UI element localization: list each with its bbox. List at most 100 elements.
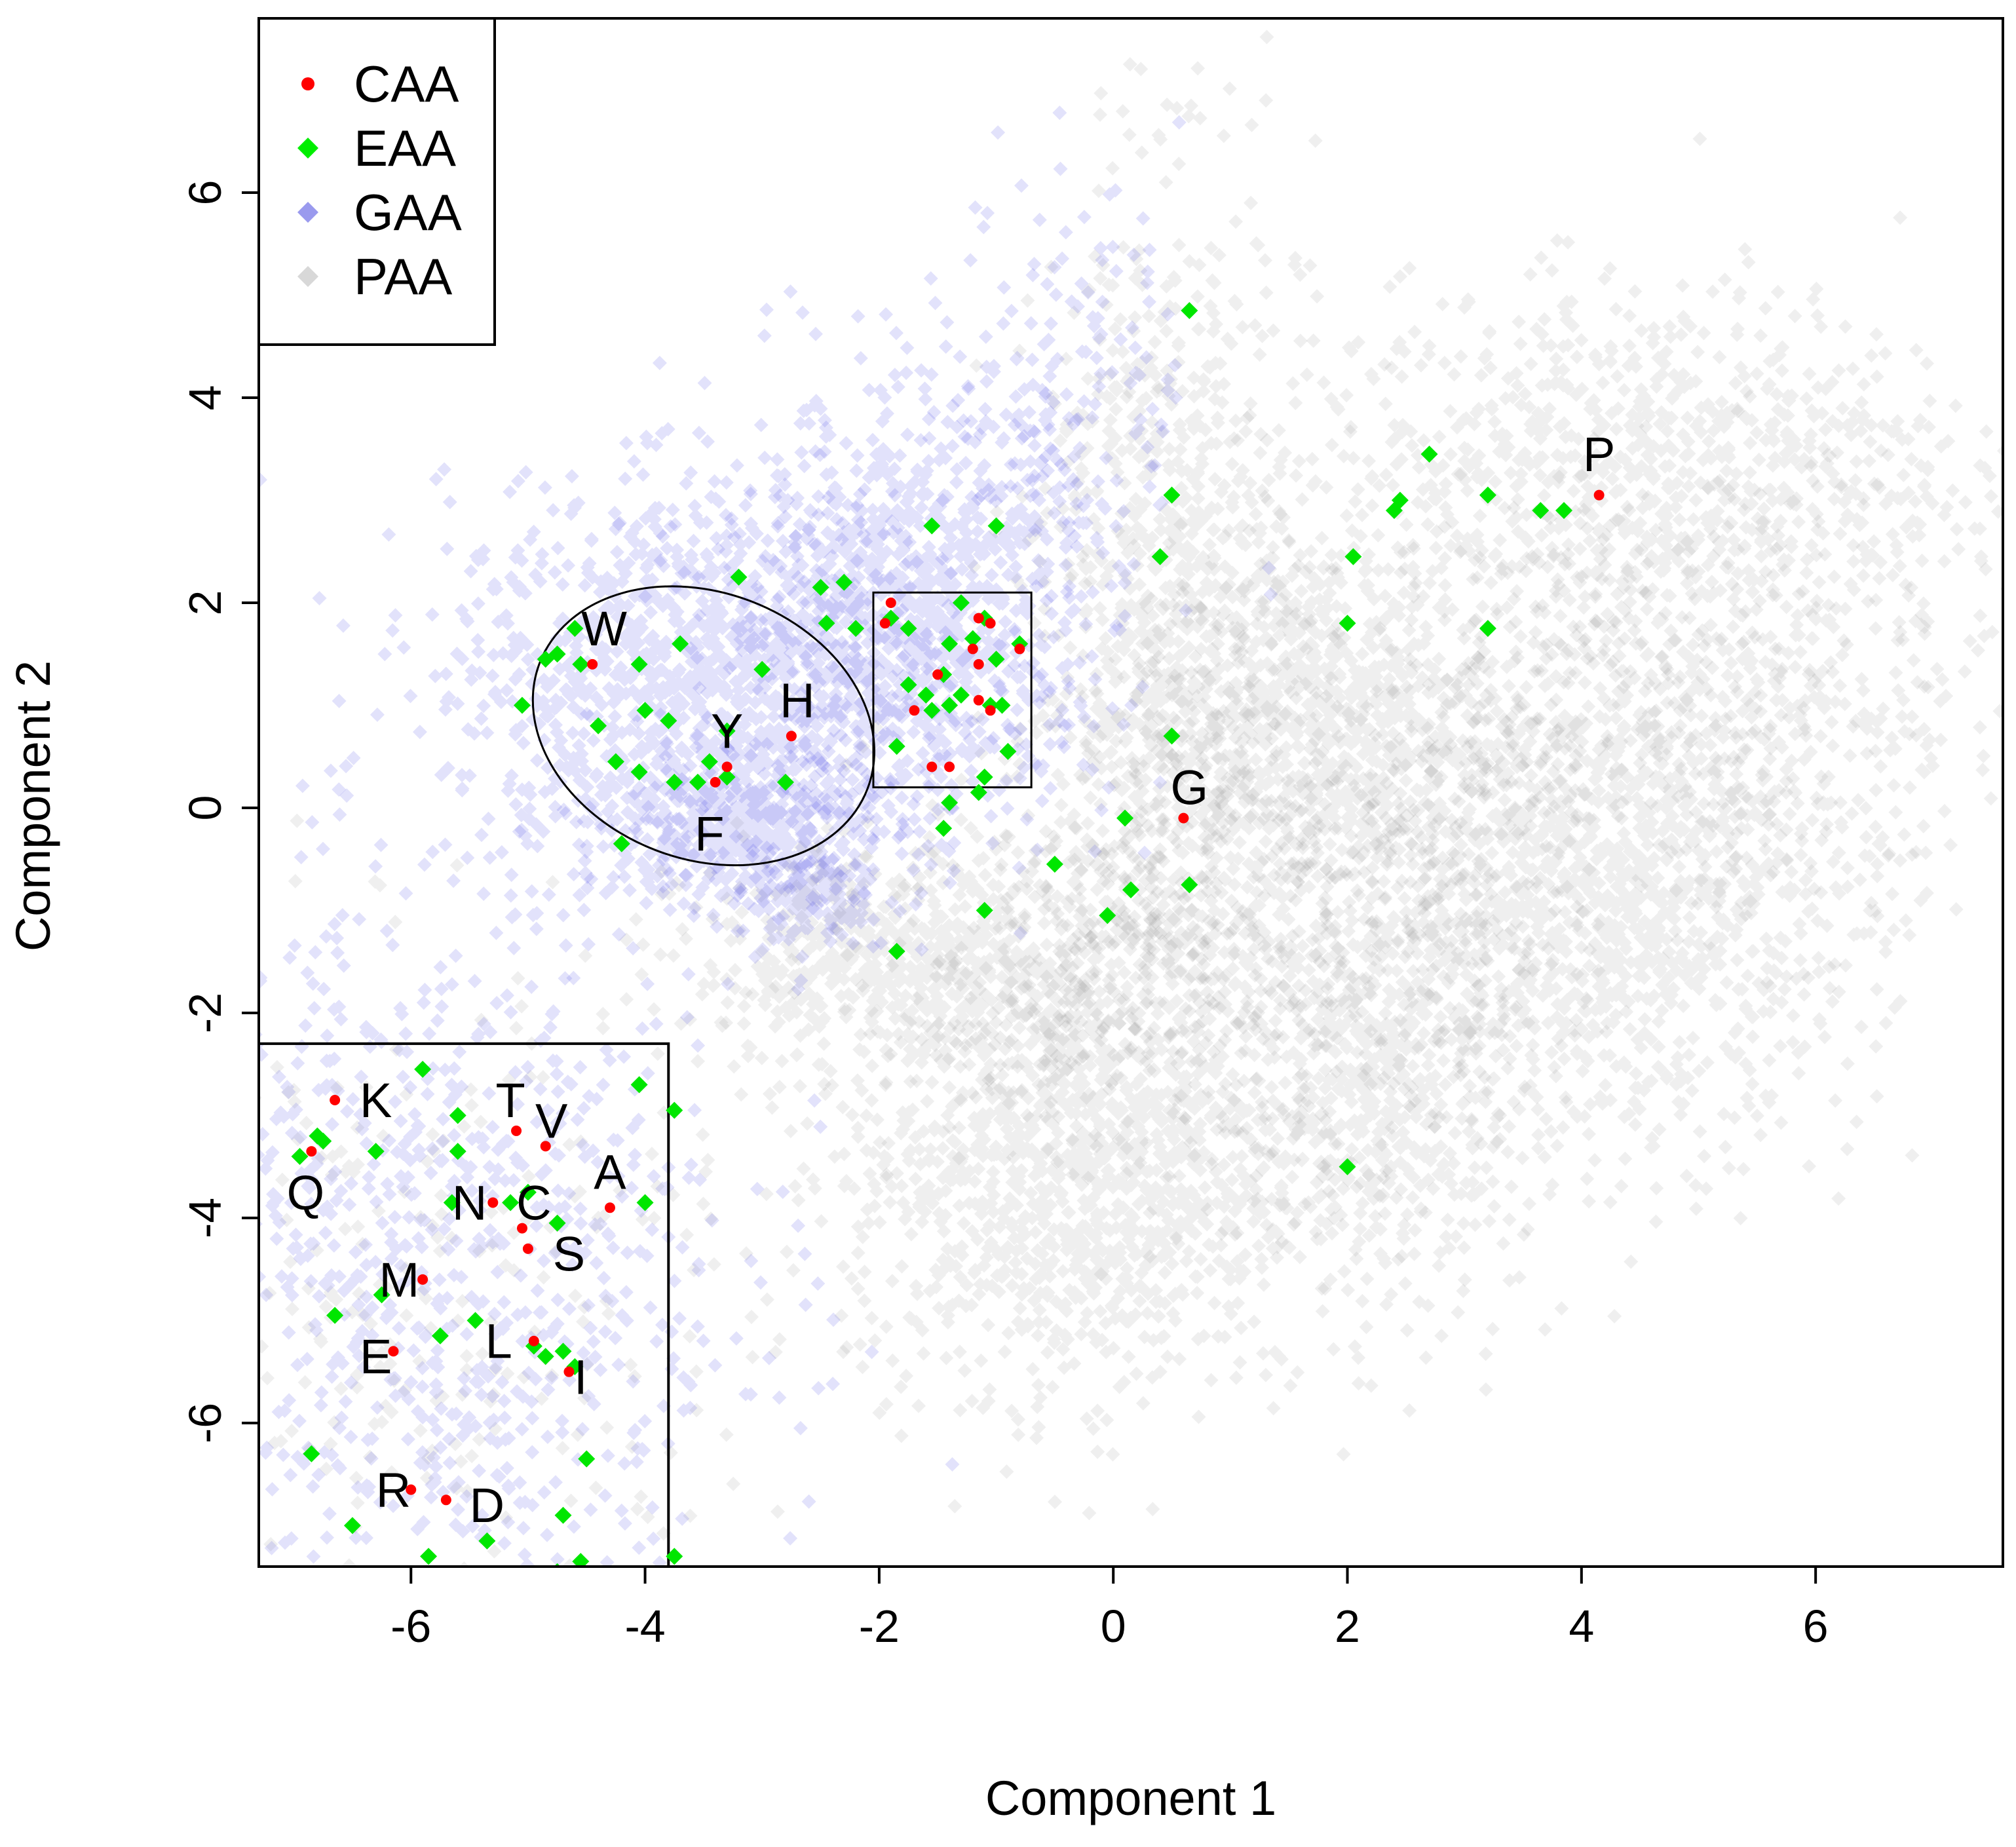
caa-point [1178, 812, 1189, 824]
caa-point [563, 1366, 575, 1377]
aa-label-k: K [360, 1073, 392, 1128]
caa-point [944, 761, 955, 772]
eaa-point [1479, 486, 1496, 504]
eaa-point [466, 1312, 484, 1329]
aa-label-p: P [1583, 427, 1615, 482]
x-tick-label: 4 [1569, 1601, 1594, 1652]
paa-point-cloud [1210, 486, 1964, 1323]
eaa-point [987, 517, 1005, 535]
eaa-point [613, 835, 630, 852]
eaa-point [443, 1194, 461, 1211]
eaa-point [847, 620, 865, 638]
eaa-point [572, 1553, 590, 1567]
y-tick-label: -6 [180, 1403, 231, 1443]
aa-label-t: T [496, 1073, 525, 1128]
eaa-point [1339, 1158, 1356, 1175]
eaa-point [776, 773, 794, 791]
eaa-point [935, 820, 953, 837]
paa-point-cloud [963, 29, 1392, 1264]
eaa-point [970, 784, 987, 801]
eaa-point [952, 594, 970, 611]
x-axis-title: Component 1 [985, 1771, 1276, 1825]
caa-point [587, 658, 598, 670]
eaa-point [548, 1214, 566, 1232]
eaa-point [519, 1183, 537, 1201]
eaa-point [672, 635, 689, 653]
eaa-point [373, 1286, 390, 1304]
eaa-point [941, 794, 959, 812]
eaa-point [1555, 502, 1573, 520]
eaa-point [291, 1148, 309, 1166]
eaa-point [420, 1548, 438, 1565]
caa-point [540, 1141, 551, 1152]
gaa-point-cloud [556, 706, 959, 938]
legend-label: PAA [354, 248, 452, 305]
paa-point-cloud [675, 755, 1472, 1521]
eaa-point [888, 738, 905, 755]
y-tick-label: 2 [180, 590, 231, 616]
caa-point [967, 643, 978, 655]
paa-point-cloud [259, 813, 998, 1567]
eaa-point [923, 517, 941, 535]
eaa-point [964, 630, 981, 647]
aa-label-w: W [581, 601, 627, 656]
legend-item-caa: CAA [301, 55, 459, 113]
caa-point [973, 613, 984, 624]
eaa-point [917, 686, 935, 704]
eaa-point [987, 651, 1005, 668]
aa-label-i: I [574, 1350, 588, 1404]
legend-marker [297, 138, 318, 159]
caa-point [522, 1243, 533, 1254]
legend-marker [301, 77, 314, 90]
caa-point [985, 705, 996, 716]
eaa-point [1181, 301, 1198, 319]
eaa-point [1099, 907, 1116, 924]
caa-point [388, 1346, 399, 1357]
eaa-point [976, 769, 993, 786]
x-tick-label: 2 [1335, 1601, 1360, 1652]
caa-series [306, 489, 1605, 1506]
caa-point [487, 1197, 499, 1208]
y-tick-label: 4 [180, 385, 231, 411]
eaa-series [291, 301, 1573, 1567]
aa-label-g: G [1171, 761, 1209, 815]
eaa-point [566, 620, 584, 638]
x-tick-label: 0 [1101, 1601, 1126, 1652]
eaa-point [900, 620, 917, 638]
caa-point [879, 618, 890, 629]
caa-point [330, 1094, 341, 1105]
eaa-point [578, 1450, 596, 1468]
eaa-point [1163, 486, 1181, 504]
eaa-point [303, 1445, 320, 1462]
y-tick-label: -2 [180, 993, 231, 1033]
eaa-point [1339, 615, 1356, 632]
eaa-point [630, 763, 648, 781]
caa-point [885, 597, 896, 608]
legend-box [257, 17, 496, 346]
eaa-point [431, 1327, 449, 1344]
caa-point [440, 1495, 451, 1506]
eaa-point [999, 742, 1017, 760]
legend-item-eaa: EAA [297, 119, 456, 177]
x-tick-label: -4 [624, 1601, 665, 1652]
eaa-point [636, 702, 654, 719]
eaa-point [607, 753, 624, 771]
eaa-point [554, 1506, 572, 1524]
paa-point-cloud [988, 388, 1629, 1011]
caa-point [306, 1146, 317, 1157]
y-tick-label: 6 [180, 180, 231, 206]
eaa-point [900, 676, 917, 694]
eaa-point [1420, 446, 1438, 463]
eaa-point [812, 579, 829, 596]
amino-acid-labels: P G W HYF K T VA Q N CS ME L I R D [287, 427, 1616, 1533]
eaa-point [976, 902, 993, 919]
eaa-point [1122, 881, 1139, 899]
eaa-point [993, 696, 1011, 714]
eaa-point [554, 1342, 572, 1360]
eaa-point [537, 651, 554, 668]
legend-item-gaa: GAA [297, 183, 462, 241]
gaa-point-cloud [259, 563, 960, 1567]
caa-point [985, 618, 996, 629]
caa-point [786, 731, 797, 742]
